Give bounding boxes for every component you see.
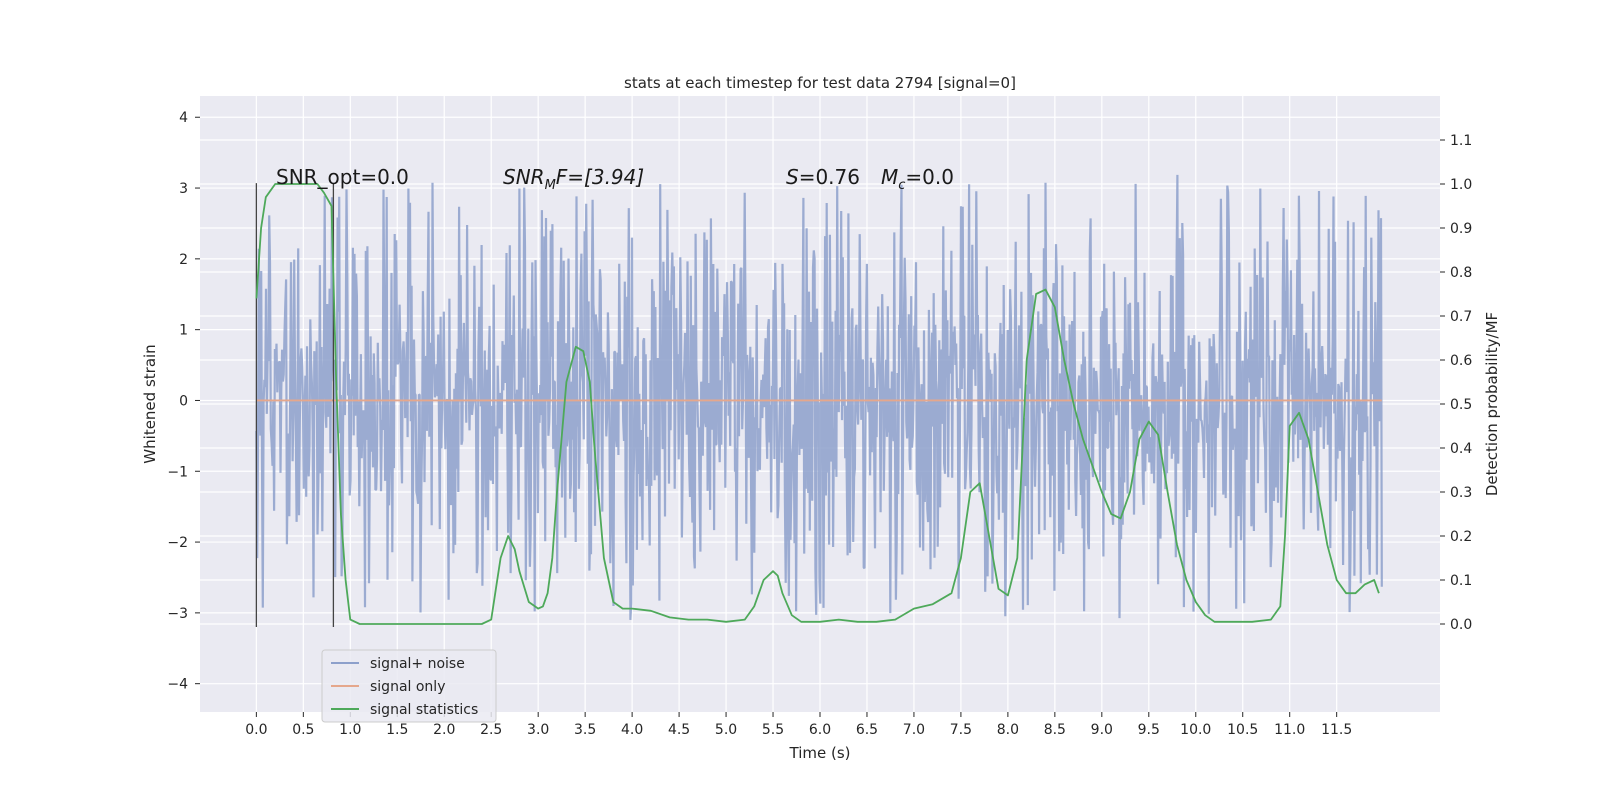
- x-tick-label: 4.5: [668, 722, 690, 738]
- y-tick-label-left: −1: [167, 464, 188, 480]
- y-tick-label-left: 3: [179, 181, 188, 197]
- y-axis-label-right: Detection probability/MF: [1483, 312, 1501, 496]
- x-tick-label: 3.0: [527, 722, 549, 738]
- legend-box: [321, 649, 497, 723]
- y-tick-label-left: −3: [167, 606, 188, 622]
- x-tick-label: 3.5: [574, 722, 596, 738]
- legend-label-signal-only: signal only: [370, 679, 445, 695]
- series-signal-statistics: [255, 183, 1380, 625]
- y-tick-label-right: 0.9: [1450, 221, 1472, 237]
- x-tick-label: 1.5: [386, 722, 408, 738]
- x-tick-label: 4.0: [621, 722, 643, 738]
- annotation-mc-main: M: [881, 165, 898, 189]
- y-ticks-left: 4 3 2 1 0 −1 −2 −3 −4: [167, 110, 200, 693]
- y-tick-label-right: 1.1: [1450, 133, 1472, 149]
- x-tick-label: 10.5: [1227, 722, 1258, 738]
- x-tick-label: 0.5: [292, 722, 314, 738]
- x-tick-label: 8.5: [1044, 722, 1066, 738]
- x-tick-label: 9.0: [1091, 722, 1113, 738]
- y-tick-label-right: 0.3: [1450, 485, 1472, 501]
- y-axis-label-left: Whitened strain: [141, 344, 159, 463]
- x-tick-label: 10.0: [1180, 722, 1211, 738]
- series-signal-noise: [255, 174, 1383, 620]
- x-tick-label: 9.5: [1138, 722, 1160, 738]
- x-tick-label: 2.0: [433, 722, 455, 738]
- x-tick-label: 11.5: [1321, 722, 1352, 738]
- chart-title: stats at each timestep for test data 279…: [624, 74, 1016, 92]
- y-tick-label-right: 1.0: [1450, 177, 1472, 193]
- x-tick-label: 1.0: [339, 722, 361, 738]
- x-tick-label: 0.0: [245, 722, 267, 738]
- noise-trace: [255, 174, 1383, 620]
- y-tick-label-left: 1: [179, 323, 188, 339]
- annotation-snr-opt: SNR_opt=0.0: [276, 165, 409, 189]
- y-tick-label-right: 0.0: [1450, 617, 1472, 633]
- annotation-s-rest: =0.76: [799, 165, 860, 189]
- x-ticks: 0.0 0.5 1.0 1.5 2.0 2.5 3.0 3.5 4.0 4.5 5.0 5.5 6.0 6…: [245, 712, 1352, 738]
- statistics-line: [255, 183, 1380, 625]
- annotation-mc: Mc=0.0: [881, 165, 954, 193]
- x-tick-label: 7.5: [950, 722, 972, 738]
- annotation-snr-mf: SNRMF=[3.94]: [503, 165, 644, 193]
- annotation-s: S=0.76: [786, 165, 860, 189]
- x-tick-label: 6.0: [809, 722, 831, 738]
- y-tick-label-right: 0.6: [1450, 353, 1472, 369]
- annotation-snr-mf-rest: F=[3.94]: [556, 165, 644, 189]
- y-tick-label-left: 4: [179, 110, 188, 126]
- annotation-snr-mf-sub: M: [545, 178, 556, 193]
- annotation-mc-rest: =0.0: [905, 165, 954, 189]
- x-tick-label: 7.0: [903, 722, 925, 738]
- x-axis-label: Time (s): [789, 744, 851, 762]
- y-tick-label-right: 0.4: [1450, 441, 1472, 457]
- x-tick-label: 5.0: [715, 722, 737, 738]
- y-tick-label-left: 0: [179, 393, 188, 409]
- y-tick-label-right: 0.5: [1450, 397, 1472, 413]
- y-ticks-right: 1.1 1.0 0.9 0.8 0.7 0.6 0.5 0.4 0.3 0.2 0.1 0.0: [1440, 133, 1472, 633]
- y-tick-label-right: 0.1: [1450, 573, 1472, 589]
- y-tick-label-right: 0.8: [1450, 265, 1472, 281]
- annotation-snr-mf-main: SNR: [503, 165, 545, 189]
- x-tick-label: 8.0: [997, 722, 1019, 738]
- y-tick-label-left: −2: [167, 535, 188, 551]
- annotation-s-main: S: [786, 165, 799, 189]
- x-tick-label: 11.0: [1274, 722, 1305, 738]
- legend: signal+ noise signal only signal statist…: [321, 649, 497, 723]
- y-tick-label-left: −4: [167, 677, 188, 693]
- annotation-mc-sub: c: [898, 178, 905, 193]
- legend-label-signal-noise: signal+ noise: [370, 656, 465, 672]
- y-tick-label-right: 0.7: [1450, 309, 1472, 325]
- x-tick-label: 6.5: [856, 722, 878, 738]
- y-tick-label-right: 0.2: [1450, 529, 1472, 545]
- x-tick-label: 5.5: [762, 722, 784, 738]
- y-tick-label-left: 2: [179, 252, 188, 268]
- x-tick-label: 2.5: [480, 722, 502, 738]
- legend-label-signal-statistics: signal statistics: [370, 702, 478, 718]
